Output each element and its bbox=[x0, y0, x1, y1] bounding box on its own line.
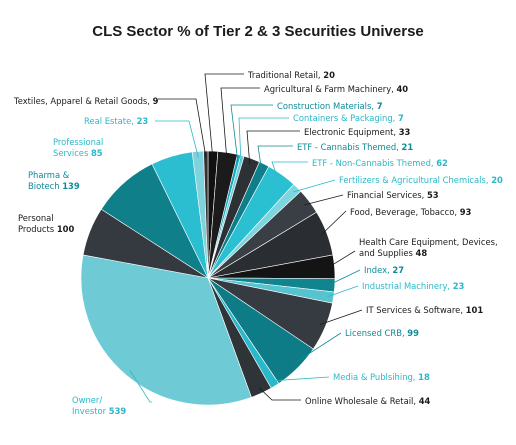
leader-line-agricultural-farm-machinery bbox=[220, 87, 260, 159]
leader-line-index bbox=[328, 269, 361, 286]
slice-label-professional-services: Professional Services 85 bbox=[53, 137, 103, 158]
leader-line-etf-cannabis-themed bbox=[257, 145, 293, 170]
leader-line-it-services-software bbox=[319, 309, 363, 326]
slice-label-online-wholesale-retail: Online Wholesale & Retail, 44 bbox=[305, 396, 431, 406]
slice-label-electronic-equipment: Electronic Equipment, 33 bbox=[304, 127, 411, 137]
leader-line-online-wholesale-retail bbox=[258, 387, 301, 401]
slice-label-media-publsihing: Media & Publsihing, 18 bbox=[333, 372, 430, 382]
leader-line-textiles-apparel-retail-goods bbox=[158, 98, 207, 158]
leader-line-owner-investor bbox=[129, 370, 152, 403]
leader-line-financial-services bbox=[304, 194, 344, 206]
slice-label-agricultural-farm-machinery: Agricultural & Farm Machinery, 40 bbox=[264, 84, 408, 94]
leader-line-media-publsihing bbox=[271, 376, 330, 382]
slice-label-food-beverage-tobacco: Food, Beverage, Tobacco, 93 bbox=[350, 207, 472, 217]
slice-label-etf-non-cannabis-themed: ETF - Non-Cannabis Themed, 62 bbox=[312, 158, 448, 168]
leader-line-etf-non-cannabis-themed bbox=[271, 161, 308, 180]
slice-label-real-estate: Real Estate, 23 bbox=[84, 116, 148, 126]
slice-label-textiles-apparel-retail-goods: Textiles, Apparel & Retail Goods, 9 bbox=[13, 96, 159, 106]
slice-label-licensed-crb: Licensed CRB, 99 bbox=[345, 328, 419, 338]
slice-label-traditional-retail: Traditional Retail, 20 bbox=[247, 70, 335, 80]
slice-label-index: Index, 27 bbox=[364, 265, 404, 275]
slice-label-construction-materials: Construction Materials, 7 bbox=[277, 101, 383, 111]
leader-line-traditional-retail bbox=[204, 73, 244, 158]
slice-label-fertilizers-agricultural-chemicals: Fertilizers & Agricultural Chemicals, 20 bbox=[339, 175, 503, 185]
leader-line-containers-packaging bbox=[238, 117, 289, 162]
chart-title: CLS Sector % of Tier 2 & 3 Securities Un… bbox=[92, 23, 424, 40]
leader-line-electronic-equipment bbox=[246, 130, 300, 165]
slice-label-financial-services: Financial Services, 53 bbox=[347, 190, 439, 200]
leader-line-construction-materials bbox=[230, 104, 273, 161]
leader-line-real-estate bbox=[155, 120, 199, 158]
leader-line-health-care-equipment-devices-and-supplies bbox=[328, 250, 356, 268]
slice-label-it-services-software: IT Services & Software, 101 bbox=[366, 305, 483, 315]
leader-line-industrial-machinery bbox=[327, 285, 359, 298]
pie-slice-owner-investor bbox=[80, 254, 252, 406]
leader-line-fertilizers-agricultural-chemicals bbox=[292, 179, 336, 193]
leader-line-food-beverage-tobacco bbox=[320, 210, 347, 236]
pie-slice-textiles-apparel-retail-goods bbox=[203, 150, 209, 279]
slice-label-etf-cannabis-themed: ETF - Cannabis Themed, 21 bbox=[297, 142, 413, 152]
slice-label-pharma-biotech: Pharma & Biotech 139 bbox=[28, 170, 80, 191]
slice-label-personal-products: Personal Products 100 bbox=[18, 213, 74, 234]
slice-label-owner-investor: Owner/Investor 539 bbox=[72, 395, 126, 416]
slice-label-industrial-machinery: Industrial Machinery, 23 bbox=[362, 281, 465, 291]
leader-line-licensed-crb bbox=[293, 332, 342, 365]
slice-label-health-care-equipment-devices-and-supplies: Health Care Equipment, Devices, and Suppl… bbox=[359, 237, 498, 258]
slice-label-containers-packaging: Containers & Packaging, 7 bbox=[293, 113, 404, 123]
